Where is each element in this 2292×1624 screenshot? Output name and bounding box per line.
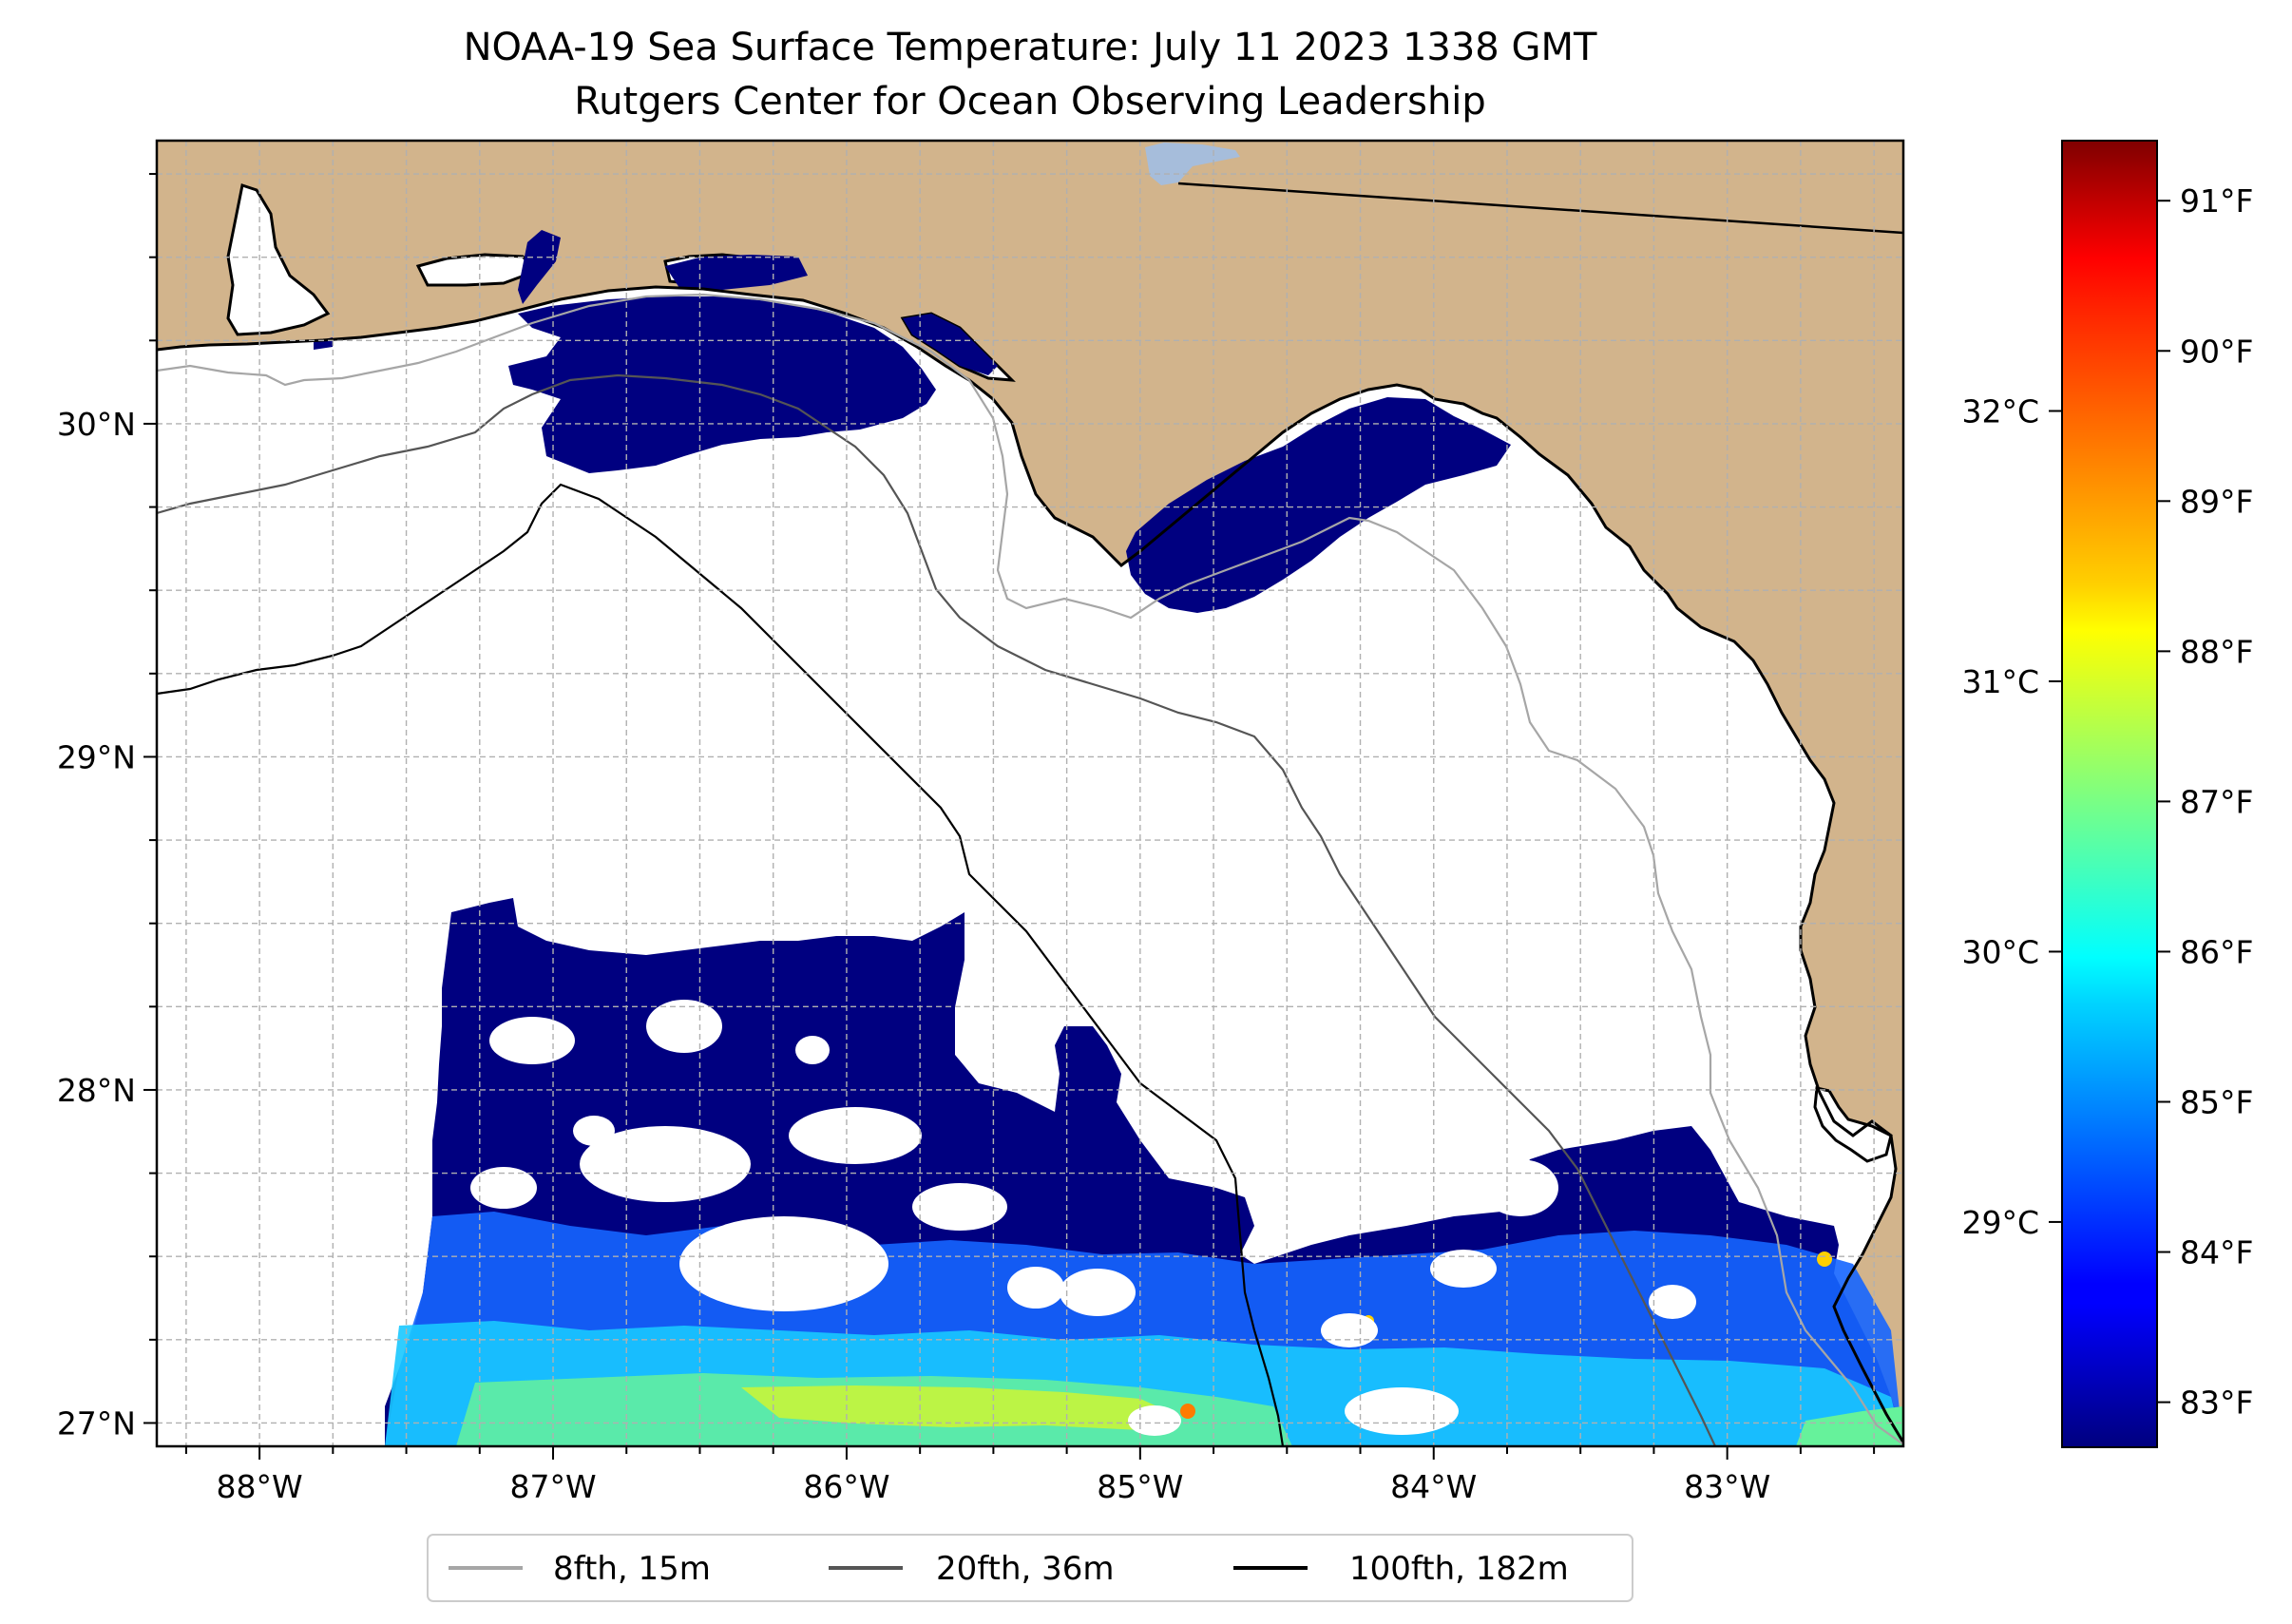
latitude-ticks: 30°N 29°N 28°N 27°N: [57, 173, 157, 1442]
colorbar-f-tick-label: 91°F: [2180, 182, 2253, 220]
colorbar-f-tick-label: 84°F: [2180, 1234, 2253, 1271]
longitude-ticks: 88°W 87°W 86°W 85°W 84°W 83°W: [184, 1446, 1876, 1505]
legend-label-20fth: 20fth, 36m: [936, 1550, 1115, 1588]
lat-tick-label: 27°N: [57, 1404, 136, 1442]
colorbar-c-tick-label: 30°C: [1961, 933, 2039, 970]
legend-box: [427, 1534, 1633, 1602]
lat-tick-label: 29°N: [57, 738, 136, 775]
lon-tick-label: 84°W: [1390, 1468, 1477, 1505]
state-border: [1177, 182, 1903, 235]
lat-tick-label: 28°N: [57, 1072, 136, 1109]
lon-tick-label: 87°W: [509, 1468, 596, 1505]
colorbar-fahrenheit-ticks: 83°F 84°F 85°F 86°F 87°F 88°F 89°F 90°F 91°F: [2157, 182, 2253, 1422]
land-mass: [157, 141, 1903, 1442]
colorbar-c-tick-label: 29°C: [1961, 1204, 2039, 1241]
colorbar-f-tick-label: 83°F: [2180, 1385, 2253, 1422]
contour-100fth: [157, 483, 1285, 1446]
lon-tick-label: 88°W: [217, 1468, 303, 1505]
sst-patches-south: [385, 898, 1903, 1446]
colorbar-celsius-ticks: 29°C 30°C 31°C 32°C: [1961, 392, 2062, 1241]
map-title: NOAA-19 Sea Surface Temperature: July 11…: [464, 26, 1597, 69]
lon-tick-label: 83°W: [1684, 1468, 1770, 1505]
contour-legend: 8fth, 15m 20fth, 36m 100fth, 182m: [427, 1534, 1633, 1602]
colorbar-f-tick-label: 89°F: [2180, 483, 2253, 520]
lon-tick-label: 85°W: [1097, 1468, 1183, 1505]
colorbar-c-tick-label: 31°C: [1961, 663, 2039, 700]
map-frame: [155, 139, 1905, 1448]
pensacola-bay: [226, 183, 331, 336]
gridlines: [157, 141, 1903, 1446]
lat-tick-label: 30°N: [57, 406, 136, 443]
legend-label-100fth: 100fth, 182m: [1349, 1550, 1569, 1588]
colorbar-f-tick-label: 90°F: [2180, 333, 2253, 370]
contour-8fth: [157, 293, 1903, 1445]
colorbar-f-tick-label: 87°F: [2180, 783, 2253, 820]
tampa-bay: [1813, 1086, 1893, 1163]
contour-20fth: [157, 373, 1716, 1446]
colorbar: 83°F 84°F 85°F 86°F 87°F 88°F 89°F 90°F 91°F 29°…: [1961, 140, 2253, 1448]
colorbar-f-tick-label: 85°F: [2180, 1083, 2253, 1120]
colorbar-gradient: [2061, 140, 2158, 1448]
legend-label-8fth: 8fth, 15m: [553, 1550, 711, 1588]
lon-tick-label: 86°W: [803, 1468, 889, 1505]
colorbar-f-tick-label: 88°F: [2180, 633, 2253, 670]
colorbar-c-tick-label: 32°C: [1961, 392, 2039, 430]
coastline: [157, 285, 1903, 1443]
colorbar-f-tick-label: 86°F: [2180, 933, 2253, 970]
map-subtitle: Rutgers Center for Ocean Observing Leade…: [574, 80, 1486, 124]
map-panel: 88°W 87°W 86°W 85°W 84°W 83°W 30°N 29°N 28°N 27°…: [57, 139, 1905, 1505]
